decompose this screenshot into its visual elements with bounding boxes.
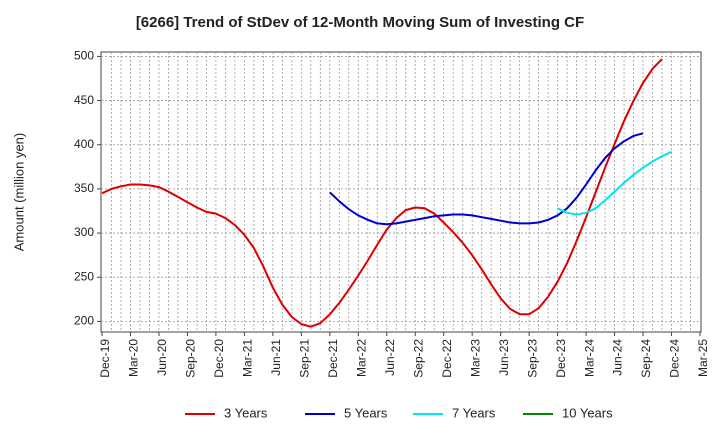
x-tick-label: Sep-20 [184, 339, 198, 378]
grid [101, 52, 701, 332]
series-layer [101, 58, 672, 328]
legend-label: 7 Years [452, 405, 496, 420]
series-line-5-years [329, 132, 644, 226]
x-tick-label: Dec-24 [668, 339, 682, 378]
x-tick-label: Sep-22 [411, 339, 425, 378]
y-tick-label: 350 [74, 181, 94, 195]
x-tick-label: Jun-21 [269, 339, 283, 376]
x-tick-label: Sep-21 [298, 339, 312, 378]
series-line-3-years [101, 58, 663, 328]
y-tick-label: 300 [74, 225, 94, 239]
legend-label: 3 Years [224, 405, 268, 420]
x-tick-label: Mar-24 [582, 339, 596, 377]
x-tick-label: Mar-23 [468, 339, 482, 377]
y-tick-label: 400 [74, 137, 94, 151]
x-axis: Dec-19 Mar-20 Jun-20 Sep-20 Dec-20 Mar-21 Jun-… [98, 332, 710, 378]
plot-area [100, 51, 702, 333]
y-axis: 200 250 300 350 400 450 500 [74, 49, 101, 328]
x-tick-label: Jun-24 [611, 339, 625, 376]
y-tick-label: 200 [74, 314, 94, 328]
y-tick-label: 250 [74, 269, 94, 283]
x-tick-label: Dec-22 [440, 339, 454, 378]
x-tick-label: Mar-20 [127, 339, 141, 377]
y-axis-label: Amount (million yen) [11, 133, 26, 252]
x-tick-label: Jun-22 [383, 339, 397, 376]
x-tick-label: Mar-21 [241, 339, 255, 377]
x-tick-label: Jun-23 [497, 339, 511, 376]
x-tick-label: Mar-22 [354, 339, 368, 377]
y-tick-label: 450 [74, 93, 94, 107]
y-tick-label: 500 [74, 49, 94, 63]
x-tick-label: Mar-25 [696, 339, 710, 377]
x-tick-label: Dec-19 [98, 339, 112, 378]
legend-label: 5 Years [344, 405, 388, 420]
legend: 3 Years 5 Years 7 Years 10 Years [185, 405, 613, 420]
x-tick-label: Sep-24 [639, 339, 653, 378]
chart-title: [6266] Trend of StDev of 12-Month Moving… [135, 14, 585, 31]
x-tick-label: Jun-20 [155, 339, 169, 376]
series-line-7-years [557, 150, 672, 216]
legend-label: 10 Years [562, 405, 613, 420]
x-tick-label: Dec-23 [554, 339, 568, 378]
x-tick-label: Sep-23 [525, 339, 539, 378]
x-tick-label: Dec-21 [326, 339, 340, 378]
x-tick-label: Dec-20 [212, 339, 226, 378]
